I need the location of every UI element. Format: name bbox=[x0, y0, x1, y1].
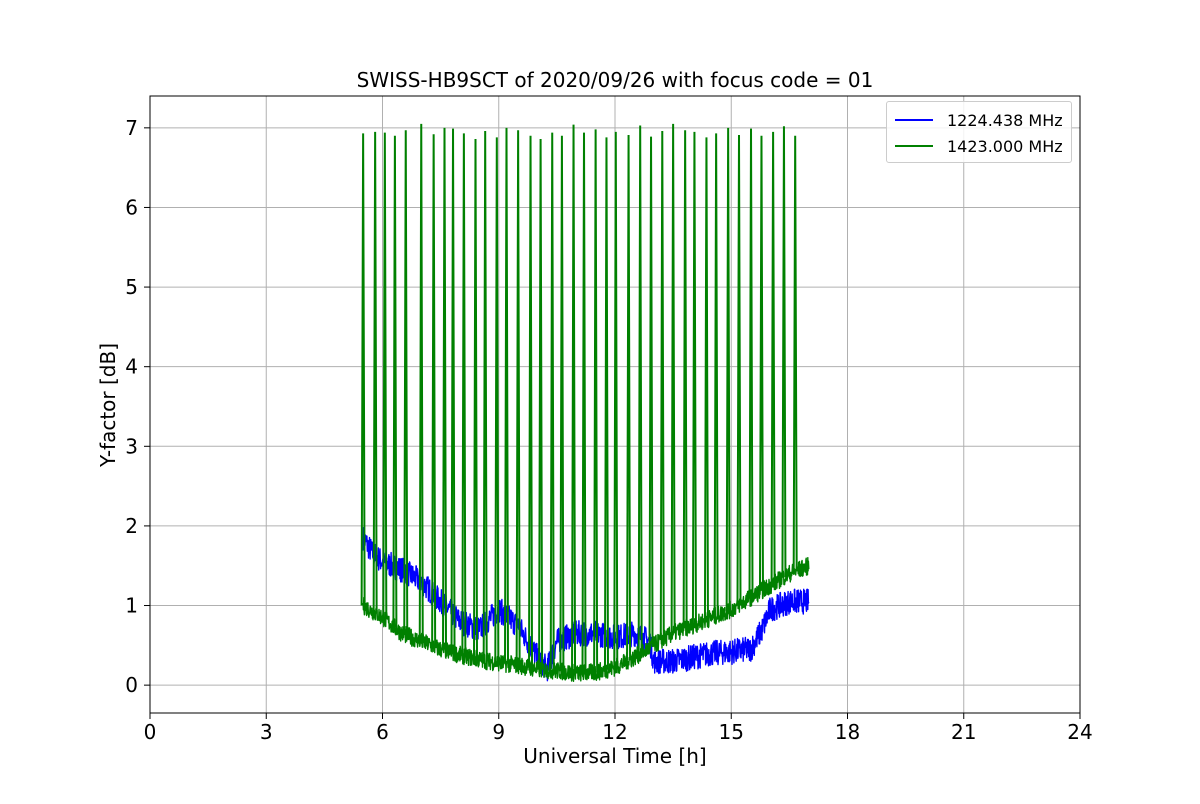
legend-label-1423: 1423.000 MHz bbox=[947, 136, 1063, 156]
spike-1423 bbox=[613, 131, 619, 668]
y-tick-label: 1 bbox=[125, 594, 138, 618]
legend-swatch-blue bbox=[895, 119, 933, 121]
spike-1423 bbox=[360, 133, 366, 606]
y-tick-label: 0 bbox=[125, 673, 138, 697]
x-tick-label: 12 bbox=[602, 720, 627, 744]
y-tick-label: 2 bbox=[125, 514, 138, 538]
y-tick-label: 4 bbox=[125, 355, 138, 379]
spike-1423 bbox=[758, 135, 764, 591]
spike-1423 bbox=[538, 138, 544, 670]
spike-1423 bbox=[703, 137, 709, 620]
x-axis-label: Universal Time [h] bbox=[523, 744, 707, 768]
spike-1423 bbox=[603, 137, 609, 670]
legend-swatch-green bbox=[895, 145, 933, 147]
spike-1423 bbox=[392, 135, 398, 628]
spike-1423 bbox=[528, 135, 534, 668]
y-axis-label: Y-factor [dB] bbox=[96, 342, 120, 468]
spike-1423 bbox=[626, 135, 632, 661]
spike-1423 bbox=[748, 128, 754, 598]
spike-1423 bbox=[442, 127, 447, 651]
spike-1423 bbox=[682, 130, 688, 629]
legend-item-1423: 1423.000 MHz bbox=[895, 135, 1063, 157]
spike-1423 bbox=[593, 129, 599, 673]
x-tick-label: 18 bbox=[835, 720, 860, 744]
x-tick-label: 21 bbox=[951, 720, 976, 744]
spike-1423 bbox=[781, 126, 787, 578]
spike-1423 bbox=[670, 123, 676, 634]
spike-1423 bbox=[792, 135, 798, 572]
spike-1423 bbox=[450, 128, 456, 653]
y-tick-label: 7 bbox=[125, 116, 138, 140]
data-layer bbox=[360, 123, 810, 682]
spike-1423 bbox=[382, 132, 388, 620]
x-tick-label: 9 bbox=[492, 720, 505, 744]
x-tick-label: 3 bbox=[260, 720, 273, 744]
spike-1423 bbox=[403, 130, 409, 635]
chart-title: SWISS-HB9SCT of 2020/09/26 with focus co… bbox=[356, 68, 874, 92]
spike-1423 bbox=[659, 131, 665, 641]
spike-1423 bbox=[504, 127, 509, 664]
legend-item-1224: 1224.438 MHz bbox=[895, 109, 1063, 131]
spike-1423 bbox=[571, 124, 577, 673]
spike-1423 bbox=[549, 132, 555, 671]
spike-1423 bbox=[473, 138, 478, 659]
x-tick-label: 6 bbox=[376, 720, 389, 744]
x-tick-label: 0 bbox=[144, 720, 157, 744]
y-tick-label: 5 bbox=[125, 275, 138, 299]
spike-1423 bbox=[559, 135, 565, 672]
spike-1423 bbox=[372, 131, 378, 613]
spike-1423 bbox=[418, 123, 424, 642]
spike-1423 bbox=[725, 127, 731, 611]
spike-1423 bbox=[736, 135, 742, 605]
y-tick-label: 6 bbox=[125, 195, 138, 219]
spike-1423 bbox=[648, 136, 654, 648]
spike-1423 bbox=[691, 131, 697, 625]
spike-1423 bbox=[770, 131, 776, 584]
spike-1423 bbox=[581, 132, 587, 673]
spike-1423 bbox=[494, 137, 500, 663]
legend: 1224.438 MHz 1423.000 MHz bbox=[886, 101, 1072, 163]
y-tick-label: 3 bbox=[125, 434, 138, 458]
spike-1423 bbox=[431, 134, 437, 647]
spike-1423 bbox=[637, 125, 643, 654]
legend-label-1224: 1224.438 MHz bbox=[947, 110, 1063, 130]
spike-1423 bbox=[482, 131, 488, 661]
spike-1423 bbox=[713, 133, 719, 616]
x-tick-label: 15 bbox=[719, 720, 744, 744]
x-tick-label: 24 bbox=[1067, 720, 1092, 744]
spike-1423 bbox=[515, 130, 521, 666]
spike-1423 bbox=[461, 133, 467, 656]
